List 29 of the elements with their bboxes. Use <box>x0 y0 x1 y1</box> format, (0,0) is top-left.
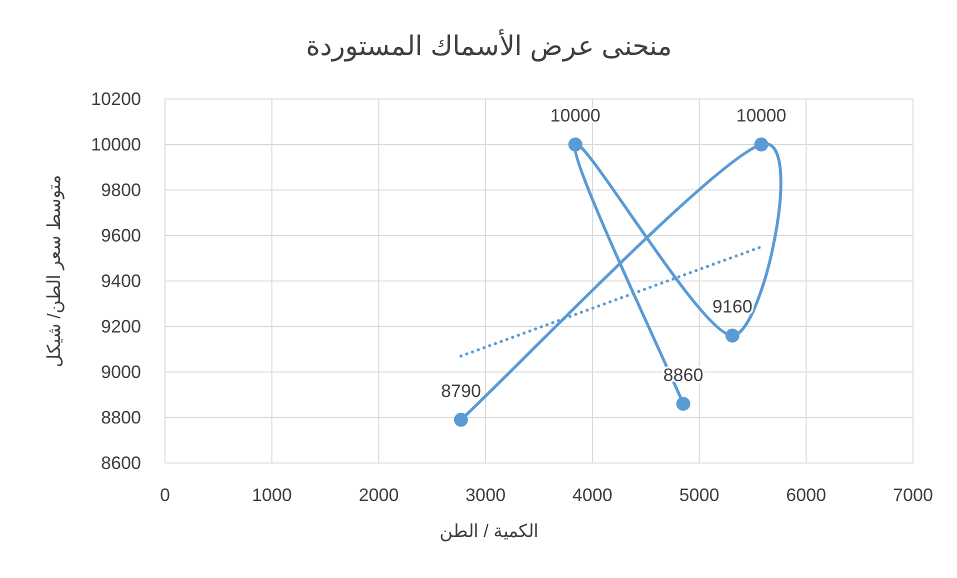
x-tick-label: 4000 <box>572 485 612 505</box>
data-label: 9160 <box>712 296 752 317</box>
y-tick-label: 9800 <box>100 180 141 200</box>
x-axis-title: الكمية / الطن <box>439 521 539 542</box>
data-label: 10000 <box>736 106 786 126</box>
y-tick-label: 9600 <box>100 226 141 246</box>
y-tick-label: 9400 <box>100 271 141 291</box>
y-tick-label: 10000 <box>90 134 141 154</box>
x-tick-label: 6000 <box>786 485 826 505</box>
point <box>568 138 582 152</box>
point <box>454 412 468 427</box>
point <box>676 396 690 411</box>
y-axis-title: متوسط سعر الطن/ شيكل <box>44 174 65 368</box>
point <box>754 138 768 152</box>
y-tick-label: 9200 <box>100 316 141 336</box>
y-tick-label: 8600 <box>100 453 141 473</box>
data-label: 8790 <box>440 380 482 401</box>
x-tick-label: 0 <box>160 485 170 505</box>
y-tick-label: 9000 <box>100 362 141 382</box>
x-tick-label: 2000 <box>358 485 399 505</box>
y-tick-label: 8800 <box>100 408 141 428</box>
data-label: 10000 <box>550 106 600 126</box>
chart-title: منحنى عرض الأسماك المستوردة <box>306 29 672 62</box>
point <box>725 328 740 343</box>
x-tick-label: 3000 <box>466 485 506 505</box>
x-tick-label: 7000 <box>892 485 934 505</box>
x-tick-label: 1000 <box>252 485 292 505</box>
y-tick-label: 10200 <box>90 89 141 109</box>
x-tick-label: 5000 <box>679 485 720 505</box>
